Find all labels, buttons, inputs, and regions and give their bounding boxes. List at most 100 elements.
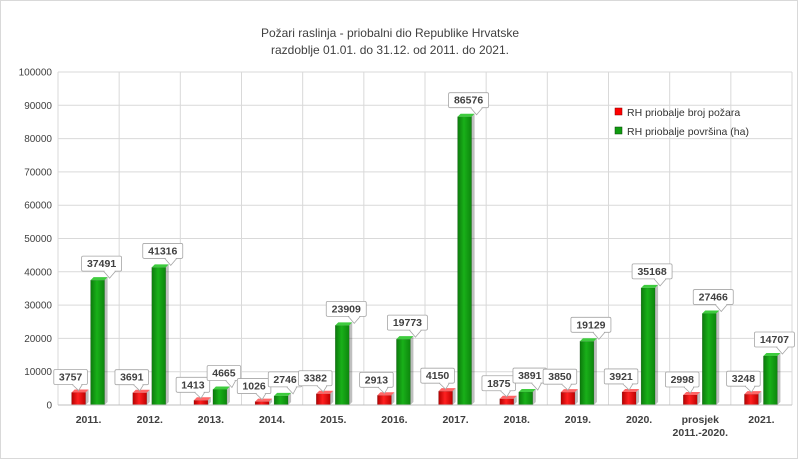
data-label-area-6-box	[448, 92, 489, 109]
data-label-fires-4-box	[298, 370, 333, 387]
legend-swatch-area	[614, 126, 623, 135]
x-tick-label: prosjek	[682, 414, 720, 426]
data-label-fires-10-box	[665, 371, 700, 388]
data-label-area-9: 35168	[637, 266, 666, 278]
data-label-area-6: 86576	[454, 95, 483, 107]
data-label-fires-3: 1026	[242, 381, 266, 393]
y-tick-label: 0	[46, 401, 52, 412]
bar-area-5	[396, 338, 411, 406]
data-label-fires-11: 3248	[732, 373, 756, 385]
data-label-fires-5-box	[359, 371, 394, 388]
x-tick-label: 2013.	[198, 414, 224, 426]
bar-area-4-top	[335, 322, 353, 326]
bar-area-11-top	[763, 353, 781, 357]
x-tick-label: 2011.-2020.	[673, 427, 729, 439]
bar-area-10	[702, 313, 717, 406]
bar-area-3-top	[274, 392, 292, 396]
x-tick-label: 2020.	[626, 414, 652, 426]
y-tick-label: 10000	[24, 367, 52, 378]
data-label-fires-6-box	[420, 367, 455, 384]
data-label-fires-2: 1413	[181, 379, 205, 391]
plot-area	[57, 71, 793, 406]
data-label-fires-0-box	[53, 369, 88, 385]
x-tick-label: 2011.	[76, 414, 102, 426]
bar-area-9	[640, 287, 656, 406]
bar-fires-8-side	[574, 389, 578, 405]
bars	[71, 113, 781, 406]
data-label-area-8: 19129	[576, 319, 605, 331]
data-label-fires-11-box	[726, 370, 761, 387]
chart-subtitle: razdoblje 01.01. do 31.12. od 2011. do 2…	[271, 43, 509, 57]
bar-fires-1	[132, 392, 147, 406]
bar-area-11	[763, 355, 778, 406]
bar-area-11-side	[777, 353, 781, 405]
bar-fires-2-top	[193, 397, 211, 401]
bar-fires-9	[621, 391, 637, 406]
data-label-fires-8: 3850	[548, 371, 572, 383]
bar-area-1-top	[151, 264, 169, 268]
bar-area-8	[579, 341, 595, 406]
data-label-area-5-box	[387, 314, 428, 331]
data-label-fires-4: 3382	[304, 373, 328, 385]
x-tick-label: 2012.	[137, 414, 163, 426]
x-tick-label: 2021.	[748, 414, 774, 426]
data-label-area-9-box	[631, 263, 673, 280]
bar-area-6-top	[457, 113, 475, 117]
data-label-fires-9: 3921	[609, 371, 633, 383]
bar-area-2-side	[226, 386, 230, 405]
bar-fires-4	[316, 393, 331, 406]
bar-area-6	[457, 116, 472, 406]
data-label-fires-6: 4150	[426, 370, 450, 382]
bar-area-3-side	[288, 392, 292, 405]
y-tick-label: 30000	[24, 301, 52, 312]
data-label-fires-2-box	[175, 376, 211, 393]
data-label-area-1-box	[142, 243, 184, 259]
bar-area-4-side	[349, 322, 353, 405]
chart-title: Požari raslinja - priobalni dio Republik…	[261, 26, 519, 40]
bar-area-1-side	[165, 264, 169, 405]
data-label-area-1: 41316	[148, 245, 177, 257]
data-label-area-8-box	[570, 316, 612, 333]
data-label-area-10-box	[692, 289, 734, 305]
data-label-area-3: 2746	[273, 374, 297, 386]
bar-area-10-top	[702, 310, 720, 314]
bar-area-8-side	[593, 338, 597, 405]
bar-area-8-top	[579, 338, 597, 342]
data-label-area-11: 14707	[760, 334, 789, 346]
bar-fires-11-side	[758, 391, 762, 405]
y-tick-label: 70000	[24, 167, 52, 178]
bar-fires-5-side	[391, 392, 395, 405]
bar-area-9-side	[655, 284, 659, 405]
data-label-fires-9-box	[603, 368, 639, 385]
bar-fires-6-side	[452, 388, 456, 405]
bar-area-0	[90, 279, 105, 406]
bar-fires-11	[744, 393, 759, 406]
bar-fires-7	[499, 398, 514, 406]
bar-area-4	[335, 325, 350, 406]
bar-area-9-top	[641, 284, 659, 288]
x-tick-label: 2014.	[259, 414, 285, 426]
bar-area-3	[273, 395, 289, 406]
bar-area-7-side	[532, 389, 536, 405]
x-tick-label: 2019.	[565, 414, 591, 426]
x-tick-label: 2015.	[320, 414, 346, 426]
data-labels: 3757 37491 3691 41316 1413 4665 1026 2746 3382 23…	[53, 92, 795, 401]
bar-fires-8	[560, 391, 576, 406]
axes: 0 10000 20000 30000 40000 50000 60000 70000 8000…	[19, 68, 792, 439]
bar-fires-3-side	[269, 398, 273, 405]
bar-fires-1-side	[146, 389, 150, 405]
bar-fires-3-top	[255, 398, 273, 402]
bar-fires-9-top	[622, 388, 640, 392]
data-label-area-5: 19773	[393, 317, 422, 329]
bar-fires-6-top	[438, 388, 456, 392]
x-tick-label: 2017.	[442, 414, 468, 426]
bar-fires-10-top	[683, 392, 701, 396]
bar-area-5-top	[396, 336, 414, 340]
bar-area-10-side	[716, 310, 720, 405]
y-tick-label: 40000	[24, 267, 52, 278]
bar-area-6-side	[471, 113, 475, 406]
bar-fires-8-top	[560, 389, 578, 393]
data-label-fires-7: 1875	[487, 378, 511, 390]
